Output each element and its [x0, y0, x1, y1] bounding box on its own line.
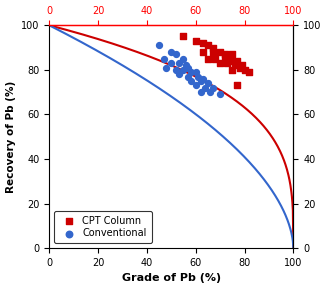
Conventional: [164, 65, 169, 70]
Y-axis label: Recovery of Pb (%): Recovery of Pb (%): [6, 81, 16, 193]
CPT Column: [222, 52, 228, 57]
Conventional: [169, 61, 174, 66]
CPT Column: [242, 68, 247, 72]
CPT Column: [225, 61, 230, 66]
Conventional: [176, 61, 181, 66]
X-axis label: Grade of Pb (%): Grade of Pb (%): [122, 273, 221, 284]
CPT Column: [232, 63, 237, 68]
Conventional: [198, 90, 203, 95]
Legend: CPT Column, Conventional: CPT Column, Conventional: [54, 211, 151, 243]
Conventional: [203, 85, 208, 90]
CPT Column: [213, 56, 218, 61]
Conventional: [198, 79, 203, 83]
CPT Column: [200, 41, 206, 45]
Conventional: [188, 79, 194, 83]
Conventional: [210, 85, 215, 90]
Conventional: [176, 72, 181, 77]
CPT Column: [205, 56, 211, 61]
Conventional: [186, 65, 191, 70]
CPT Column: [205, 43, 211, 48]
Conventional: [181, 68, 186, 72]
Conventional: [169, 50, 174, 54]
Conventional: [156, 43, 162, 48]
CPT Column: [210, 45, 215, 50]
CPT Column: [237, 65, 242, 70]
Conventional: [174, 52, 179, 57]
Conventional: [193, 70, 198, 74]
Conventional: [161, 56, 166, 61]
CPT Column: [193, 38, 198, 43]
CPT Column: [227, 59, 232, 63]
Conventional: [217, 92, 223, 97]
CPT Column: [217, 50, 223, 54]
CPT Column: [247, 70, 252, 74]
CPT Column: [234, 59, 240, 63]
CPT Column: [210, 50, 215, 54]
Conventional: [181, 56, 186, 61]
Conventional: [205, 81, 211, 86]
Conventional: [183, 63, 189, 68]
Conventional: [200, 77, 206, 81]
Conventional: [186, 74, 191, 79]
Conventional: [196, 74, 201, 79]
Conventional: [174, 68, 179, 72]
CPT Column: [239, 63, 245, 68]
CPT Column: [234, 83, 240, 88]
Conventional: [208, 90, 213, 95]
CPT Column: [200, 50, 206, 54]
CPT Column: [230, 68, 235, 72]
Conventional: [193, 83, 198, 88]
CPT Column: [181, 34, 186, 39]
Conventional: [188, 70, 194, 74]
CPT Column: [230, 52, 235, 57]
CPT Column: [217, 61, 223, 66]
CPT Column: [222, 56, 228, 61]
